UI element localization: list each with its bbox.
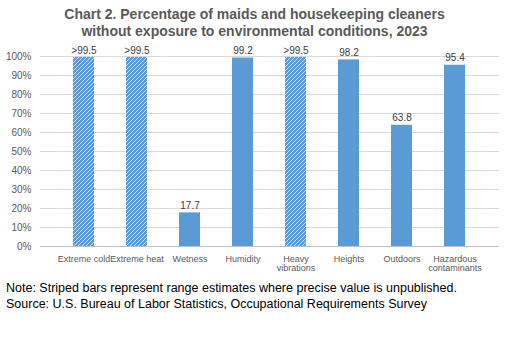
svg-text:Outdoors: Outdoors [383, 254, 421, 264]
svg-text:>99.5: >99.5 [71, 45, 97, 56]
svg-text:30%: 30% [11, 184, 31, 195]
svg-text:Heavyvibrations: Heavyvibrations [277, 254, 316, 273]
svg-text:>99.5: >99.5 [124, 45, 150, 56]
html-text:Chart 2. Percentage of maids a: Chart 2. Percentage of maids and houseke… [64, 6, 445, 39]
svg-text:Humidity: Humidity [225, 254, 261, 264]
svg-text:99.2: 99.2 [233, 45, 253, 56]
svg-text:Heights: Heights [334, 254, 365, 264]
svg-text:10%: 10% [11, 222, 31, 233]
svg-text:70%: 70% [11, 108, 31, 119]
html-text:Source: U.S. Bureau of Labor S: Source: U.S. Bureau of Labor Statistics,… [6, 297, 427, 311]
svg-text:98.2: 98.2 [339, 47, 359, 58]
svg-text:40%: 40% [11, 165, 31, 176]
svg-text:100%: 100% [6, 51, 32, 62]
svg-text:80%: 80% [11, 89, 31, 100]
svg-text:Hazardouscontaminants: Hazardouscontaminants [428, 254, 482, 273]
svg-text:17.7: 17.7 [180, 200, 200, 211]
svg-text:Wetness: Wetness [173, 254, 208, 264]
svg-text:50%: 50% [11, 146, 31, 157]
svg-text:60%: 60% [11, 127, 31, 138]
svg-text:63.8: 63.8 [392, 112, 412, 123]
html-text:Note: Striped bars represent r: Note: Striped bars represent range estim… [6, 281, 457, 295]
svg-text:90%: 90% [11, 70, 31, 81]
svg-text:95.4: 95.4 [445, 52, 465, 63]
svg-text:Extreme heat: Extreme heat [110, 254, 164, 264]
svg-text:Extreme cold: Extreme cold [58, 254, 111, 264]
svg-text:20%: 20% [11, 203, 31, 214]
svg-text:>99.5: >99.5 [283, 45, 309, 56]
svg-text:0%: 0% [17, 241, 32, 252]
